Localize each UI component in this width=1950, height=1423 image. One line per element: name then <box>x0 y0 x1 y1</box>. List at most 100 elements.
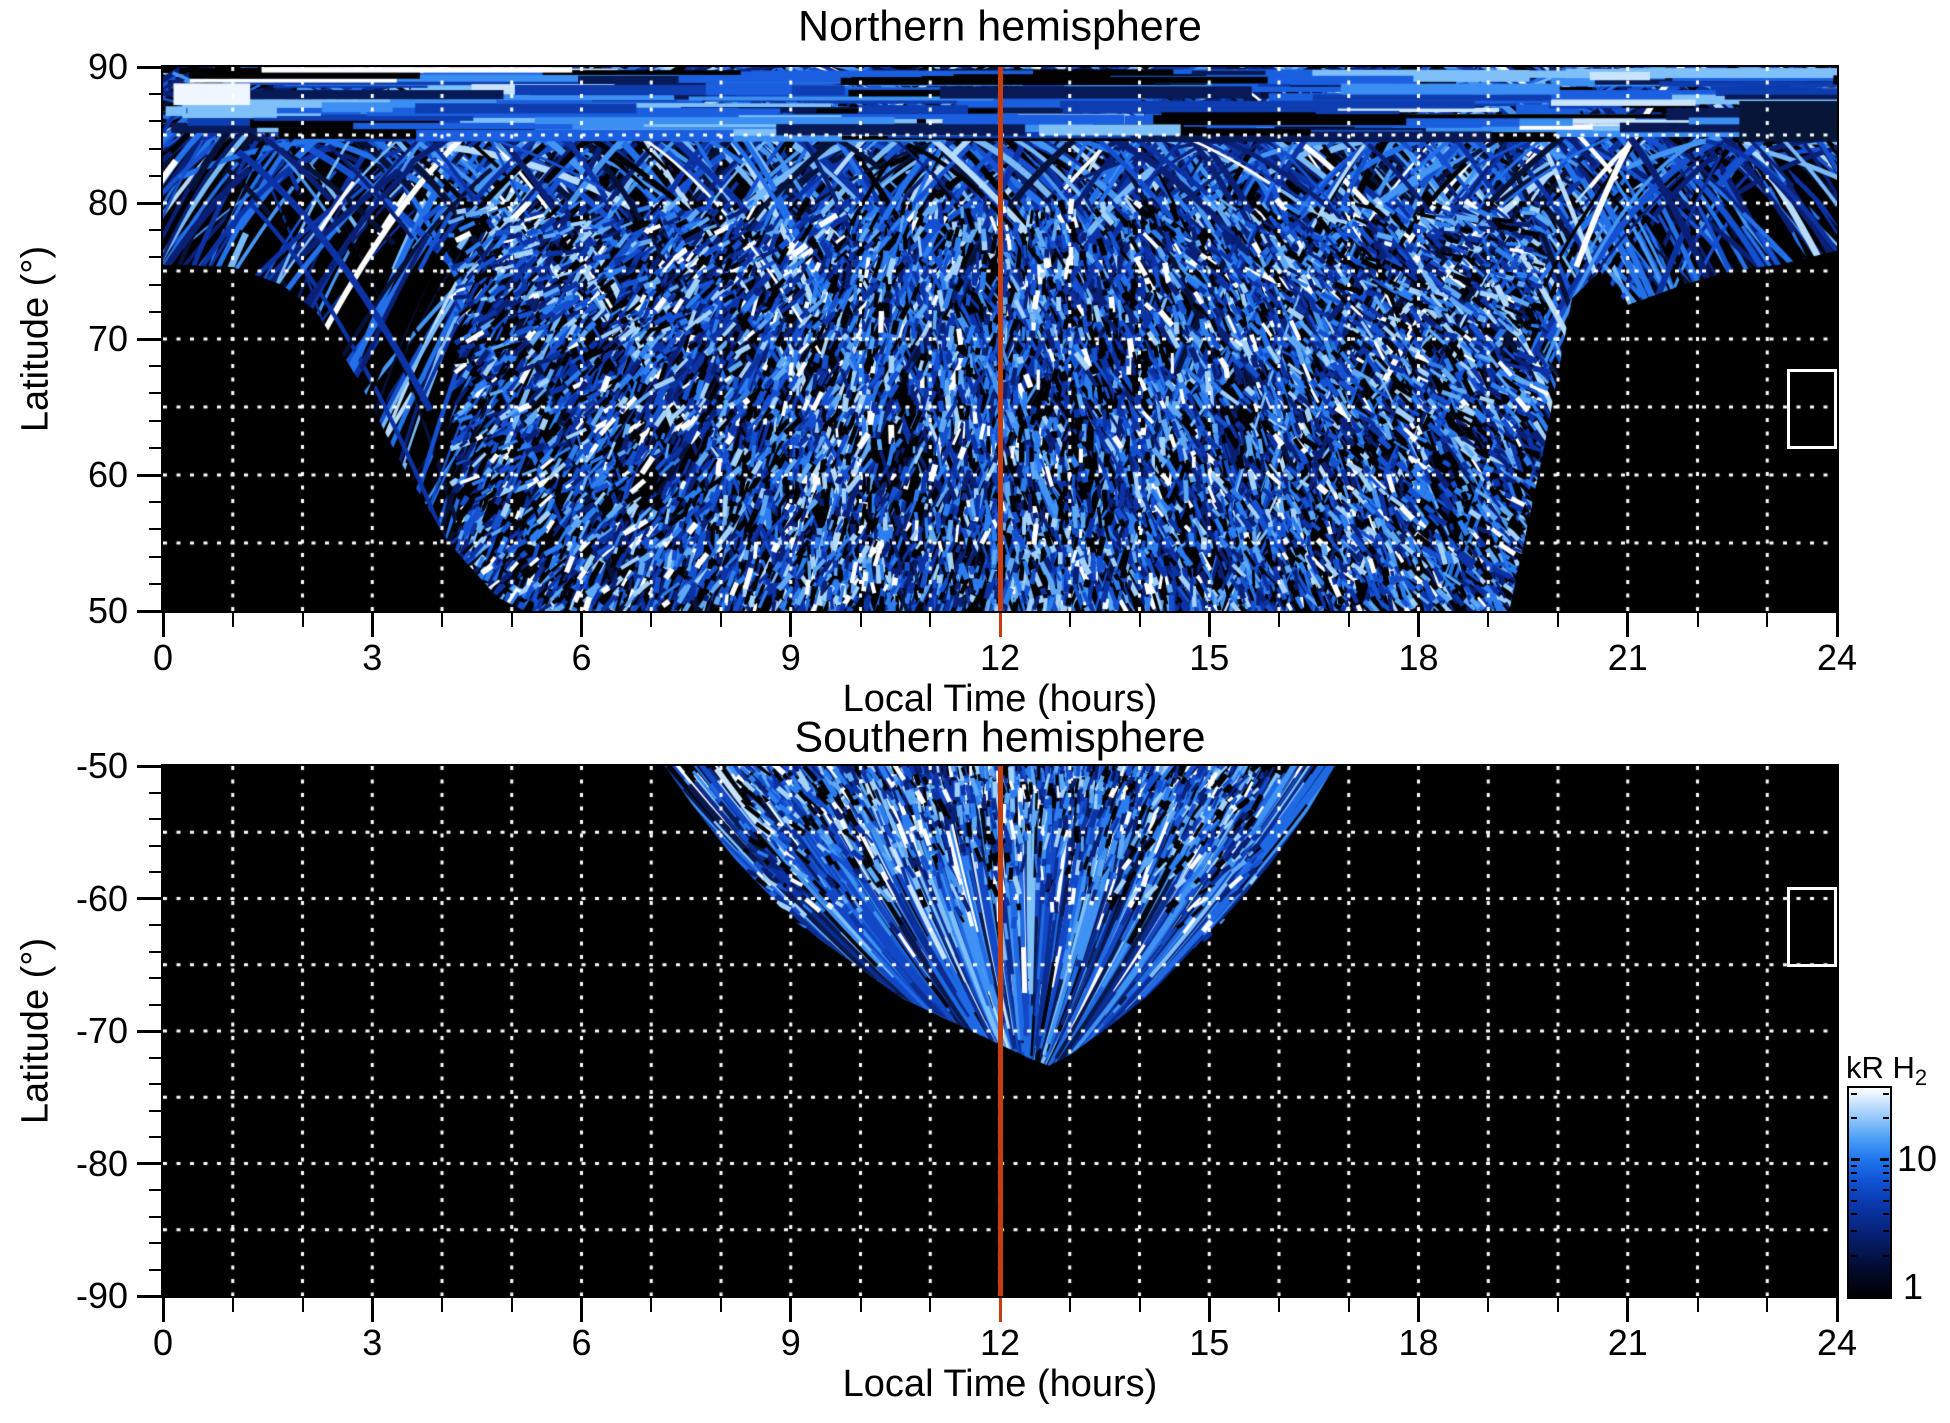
x-tick-label: 3 <box>362 637 383 678</box>
y-minor-tick <box>149 174 163 177</box>
x-tick-label: 21 <box>1607 1322 1648 1363</box>
colorbar-title-sub: 2 <box>1914 1065 1928 1091</box>
colorbar-title: kR H2 <box>1846 1050 1927 1091</box>
x-tick-label: 15 <box>1189 1322 1230 1363</box>
y-minor-tick <box>149 419 163 422</box>
x-major-tick <box>789 613 793 637</box>
x-major-tick <box>1835 613 1839 637</box>
x-minor-tick <box>1138 613 1141 627</box>
panel-title-northern: Northern hemisphere <box>798 2 1202 51</box>
y-tick-label: -90 <box>75 1275 128 1316</box>
x-axis-label-south: Local Time (hours) <box>842 1363 1158 1405</box>
colorbar-minor-tick <box>1851 1230 1857 1233</box>
x-tick-label: 9 <box>780 637 801 678</box>
x-minor-tick <box>1347 1298 1350 1312</box>
y-minor-tick <box>149 501 163 504</box>
x-minor-tick <box>510 613 513 627</box>
y-tick-label: -70 <box>75 1010 128 1051</box>
colorbar-minor-tick <box>1851 1171 1857 1174</box>
x-minor-tick <box>929 1298 932 1312</box>
y-tick-label: 70 <box>87 318 128 359</box>
x-major-tick <box>1626 613 1630 637</box>
y-minor-tick <box>149 1109 163 1112</box>
x-tick-label: 6 <box>571 1322 592 1363</box>
y-major-tick <box>137 897 163 900</box>
y-minor-tick <box>149 977 163 979</box>
y-minor-tick <box>149 1003 163 1006</box>
colorbar-minor-tick <box>1883 1116 1889 1119</box>
x-tick-label: 9 <box>780 1322 801 1363</box>
y-minor-tick <box>149 283 163 286</box>
colorbar-minor-tick <box>1883 1230 1889 1233</box>
y-minor-tick <box>149 256 163 259</box>
x-minor-tick <box>1278 613 1280 627</box>
x-major-tick <box>161 1298 165 1322</box>
x-tick-label: 15 <box>1189 637 1230 678</box>
y-minor-tick <box>149 791 163 794</box>
colorbar-minor-tick <box>1883 1254 1889 1257</box>
y-minor-tick <box>149 1215 163 1218</box>
panel-title-southern: Southern hemisphere <box>794 713 1206 762</box>
x-minor-tick <box>1487 1298 1490 1312</box>
x-major-tick <box>1417 613 1420 637</box>
y-major-tick <box>137 1162 163 1165</box>
x-minor-tick <box>650 1298 653 1312</box>
y-minor-tick <box>149 1056 163 1059</box>
x-major-tick <box>580 613 583 637</box>
colorbar-major-tick <box>1880 1157 1889 1161</box>
x-minor-tick <box>1696 1298 1699 1312</box>
x-minor-tick <box>1347 613 1350 627</box>
x-minor-tick <box>231 1298 234 1312</box>
x-major-tick <box>789 1298 793 1322</box>
x-tick-label: 24 <box>1816 1322 1858 1363</box>
y-minor-tick <box>149 120 163 123</box>
y-minor-tick <box>149 582 163 585</box>
colorbar-minor-tick <box>1851 1116 1857 1119</box>
y-major-tick <box>137 1294 163 1298</box>
x-minor-tick <box>301 1298 304 1312</box>
x-minor-tick <box>929 613 932 627</box>
colorbar-tick-label-10: 10 <box>1897 1138 1938 1179</box>
x-tick-label: 24 <box>1816 637 1858 678</box>
x-minor-tick <box>1138 1298 1141 1312</box>
y-major-tick <box>137 609 163 613</box>
colorbar-minor-tick <box>1851 1213 1857 1216</box>
no-data-box-north <box>1787 369 1837 449</box>
x-minor-tick <box>1766 613 1769 627</box>
colorbar-minor-tick <box>1883 1188 1889 1191</box>
y-minor-tick <box>149 528 163 531</box>
x-major-tick <box>1417 1298 1420 1322</box>
colorbar-minor-tick <box>1851 1164 1857 1167</box>
x-tick-label: 0 <box>152 637 174 678</box>
noon-meridian-line-north <box>998 67 1003 611</box>
colorbar-minor-tick <box>1851 1199 1857 1202</box>
x-minor-tick <box>510 1298 513 1312</box>
x-minor-tick <box>1068 613 1071 627</box>
y-minor-tick <box>149 924 163 926</box>
x-minor-tick <box>650 613 653 627</box>
colorbar-minor-tick <box>1883 1179 1889 1182</box>
y-minor-tick <box>149 446 163 449</box>
y-major-tick <box>137 764 163 768</box>
y-minor-tick <box>149 1242 163 1244</box>
x-minor-tick <box>231 613 234 627</box>
y-major-tick <box>137 337 163 341</box>
colorbar-minor-tick <box>1883 1171 1889 1174</box>
x-major-tick <box>370 613 374 637</box>
x-minor-tick <box>301 613 304 627</box>
x-tick-label: 3 <box>362 1322 383 1363</box>
colorbar-gradient <box>1847 1086 1892 1299</box>
y-tick-label: 80 <box>87 182 128 223</box>
x-minor-tick <box>720 613 722 627</box>
y-minor-tick <box>149 818 163 820</box>
x-major-tick <box>370 1298 374 1322</box>
noon-tick <box>998 1298 1002 1322</box>
colorbar-minor-tick <box>1883 1092 1889 1095</box>
x-minor-tick <box>1557 613 1559 627</box>
y-tick-label: -50 <box>75 745 128 786</box>
x-major-tick <box>1626 1298 1630 1322</box>
y-minor-tick <box>149 93 163 96</box>
x-minor-tick <box>859 1298 862 1312</box>
colorbar-minor-tick <box>1851 1188 1857 1191</box>
y-minor-tick <box>149 229 163 232</box>
